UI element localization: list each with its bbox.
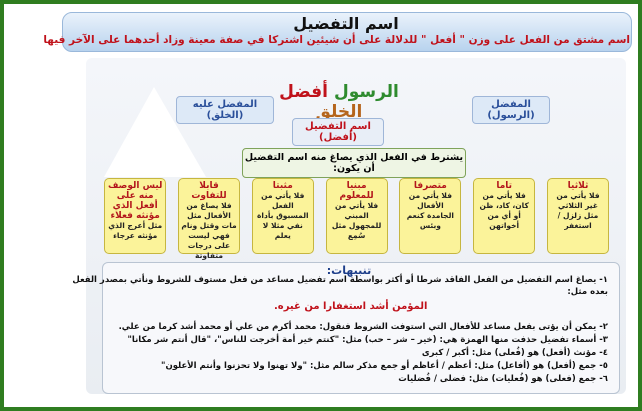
conditions-heading: يشترط في الفعل الذي يصاغ منه اسم التفضيل… bbox=[242, 148, 466, 178]
condition-box: مبنيا للمعلوم فلا يأتي من المبني للمجهول … bbox=[325, 178, 388, 254]
title-bar bbox=[62, 12, 632, 52]
condition-text: فلا يأتي من الأفعال الجامدة كنعم وبئس bbox=[406, 191, 454, 230]
tag: المفضل عليه (الخلق) bbox=[176, 96, 274, 124]
condition-title: قابلا للتفاوت bbox=[191, 181, 227, 201]
note-line: ٤- مؤنث (أفعل) هو (فُعلى) مثل: أكبر / كب… bbox=[421, 348, 608, 358]
note-line: بعده مثل: bbox=[567, 287, 608, 297]
example-sentence: الرسول أفضل الخلق bbox=[254, 82, 424, 122]
condition-text: فلا يأتي من غير الثلاثي مثل زلزل / استغف… bbox=[556, 191, 600, 230]
condition-box: ثلاثيا فلا يأتي من غير الثلاثي مثل زلزل /… bbox=[547, 178, 609, 254]
condition-text: فلا يأتي من المبني للمجهول مثل سُمِع bbox=[331, 201, 382, 240]
notes-title: تنبيهات: bbox=[326, 264, 372, 277]
condition-box: ليس الوصف منه على أفعل الذي مؤنثه فعلاء م… bbox=[104, 178, 167, 254]
triangle bbox=[104, 87, 206, 177]
tag: المفضل (الرسول) bbox=[472, 96, 550, 124]
condition-box: متصرفا فلا يأتي من الأفعال الجامدة كنعم و… bbox=[399, 178, 462, 254]
condition-text: فلا يأتي من الفعل المسبوق بأداة نفي مثلا… bbox=[256, 191, 309, 240]
note-line: ٣- أسماء تفضيل حذفت منها الهمزة هي: (خير… bbox=[127, 335, 608, 345]
decor-triangle bbox=[104, 87, 206, 177]
condition-box: مثبتا فلا يأتي من الفعل المسبوق بأداة نفي… bbox=[251, 178, 314, 254]
condition-title: مبنيا للمعلوم bbox=[339, 181, 374, 201]
subtitle: اسم مشتق من الفعل على وزن " أفعل " للدلا… bbox=[43, 34, 630, 46]
condition-box: قابلا للتفاوت فلا يصاغ من الأفعال مثل مات… bbox=[178, 178, 240, 260]
note-line: ٦- جمع (فعلى) هو (فُعليات) مثل: فضلى / ف… bbox=[398, 374, 608, 384]
condition-text: مثل أعرج الذي مؤنثه عرجاء bbox=[108, 221, 163, 240]
condition-title: تاما bbox=[496, 181, 513, 191]
condition-text: فلا يصاغ من الأفعال مثل مات وقتل ونام فه… bbox=[181, 201, 237, 260]
condition-text: فلا يأتي من كان، كاد، ظن أو أي من أخواته… bbox=[479, 191, 529, 230]
note-line: ١- يصاغ اسم التفضيل من الفعل الفاقد شرطا… bbox=[72, 275, 608, 285]
word: أفضل bbox=[279, 82, 329, 102]
condition-title: متصرفا bbox=[413, 181, 447, 191]
condition-title: ثلاثيا bbox=[567, 181, 589, 191]
word: الرسول bbox=[333, 82, 399, 102]
tag: اسم التفضيل (أفضل) bbox=[292, 118, 384, 146]
condition-title: مثبتا bbox=[272, 181, 293, 191]
title: اسم التفضيل bbox=[293, 14, 399, 33]
note-example: المؤمن أشد استغفارا من غيره. bbox=[274, 301, 428, 312]
notes-box bbox=[102, 262, 620, 394]
note-line: ٢- يمكن أن يؤتى بفعل مساعد للأفعال التي … bbox=[118, 322, 608, 332]
condition-title: ليس الوصف منه على أفعل الذي مؤنثه فعلاء bbox=[107, 181, 163, 221]
note-line: ٥- جمع (أفعل) هو (أفاعل) مثل: أعظم / أعا… bbox=[161, 361, 608, 371]
condition-box: تاما فلا يأتي من كان، كاد، ظن أو أي من أخ… bbox=[473, 178, 536, 254]
word: الخلق bbox=[315, 102, 363, 122]
